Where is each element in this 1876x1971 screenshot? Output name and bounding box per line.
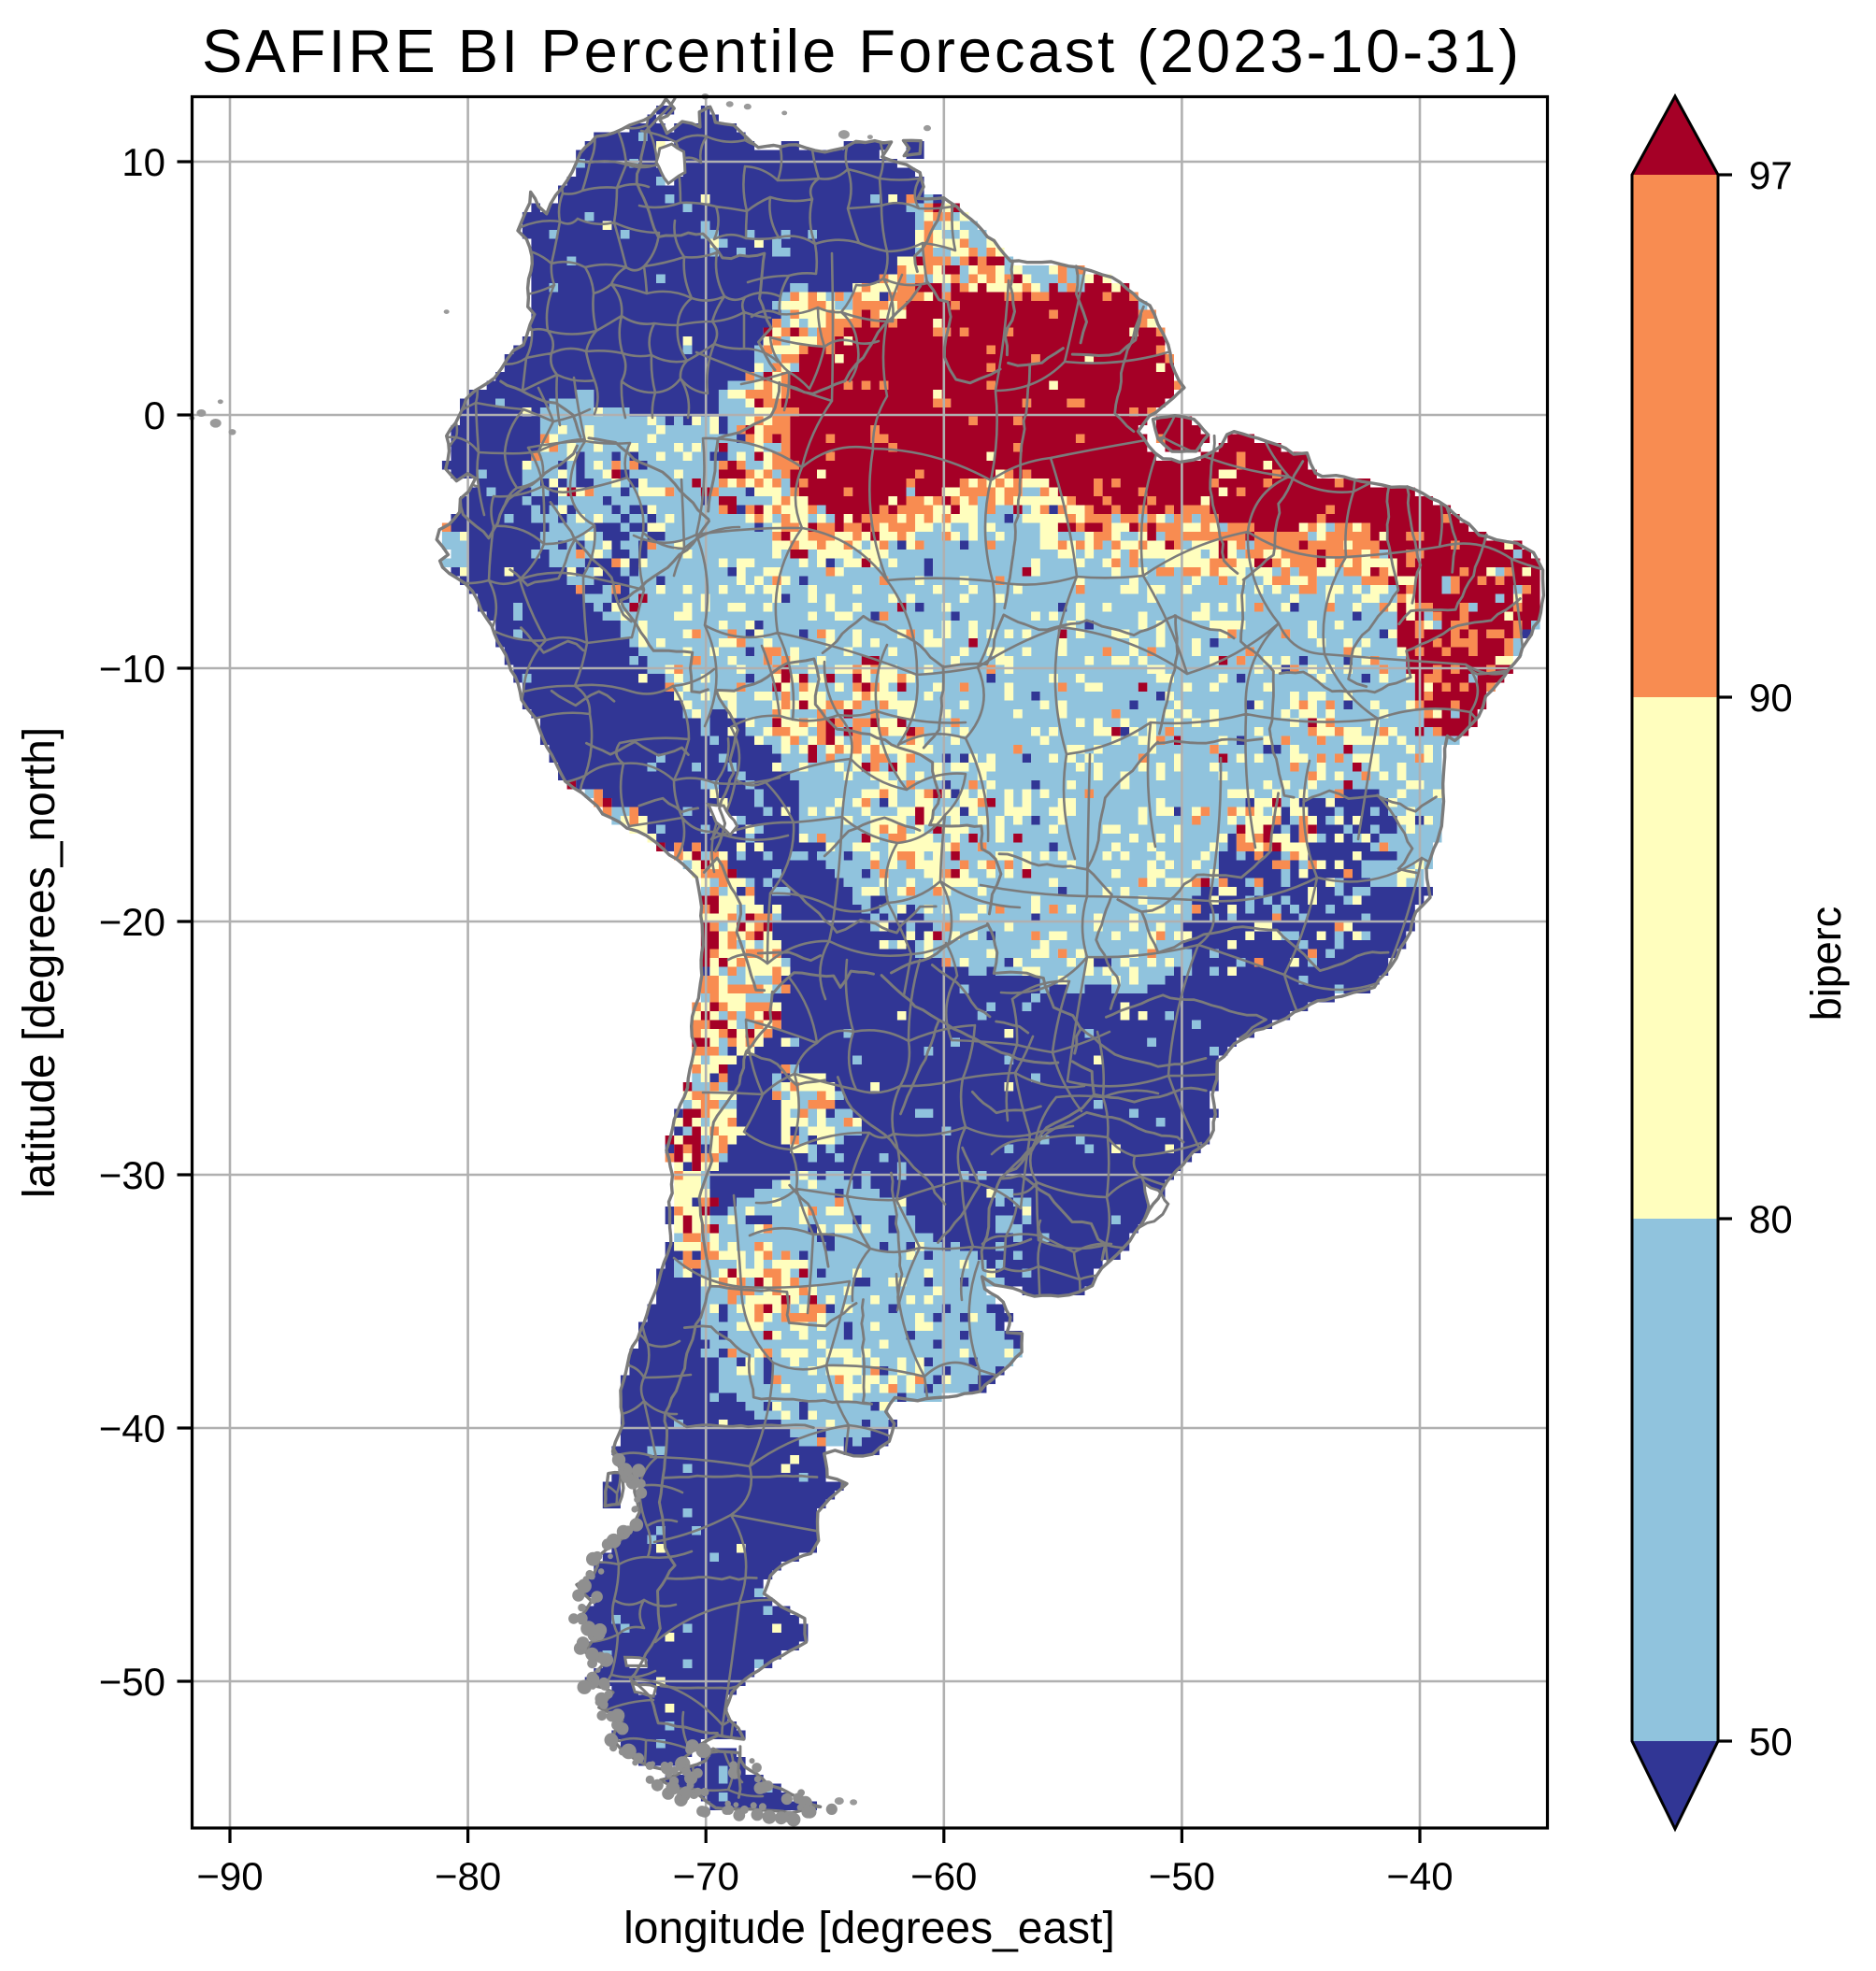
svg-text:−30: −30 xyxy=(99,1153,165,1197)
svg-text:−70: −70 xyxy=(673,1854,739,1898)
svg-text:90: 90 xyxy=(1749,676,1793,720)
svg-text:−90: −90 xyxy=(196,1854,263,1898)
svg-text:−40: −40 xyxy=(99,1407,165,1450)
svg-text:−40: −40 xyxy=(1386,1854,1453,1898)
svg-text:−10: −10 xyxy=(99,647,165,691)
svg-text:−50: −50 xyxy=(1149,1854,1215,1898)
svg-text:80: 80 xyxy=(1749,1197,1793,1241)
svg-text:0: 0 xyxy=(144,393,165,437)
svg-text:longitude [degrees_east]: longitude [degrees_east] xyxy=(623,1904,1115,1953)
svg-text:50: 50 xyxy=(1749,1720,1793,1764)
svg-text:−20: −20 xyxy=(99,900,165,944)
svg-text:latitude [degrees_north]: latitude [degrees_north] xyxy=(15,727,64,1198)
svg-text:−60: −60 xyxy=(910,1854,977,1898)
svg-text:SAFIRE BI Percentile Forecast: SAFIRE BI Percentile Forecast (2023-10-3… xyxy=(202,17,1522,85)
svg-text:−80: −80 xyxy=(435,1854,501,1898)
svg-text:97: 97 xyxy=(1749,153,1793,197)
svg-text:10: 10 xyxy=(122,140,165,184)
svg-text:biperc: biperc xyxy=(1802,907,1850,1021)
svg-text:−50: −50 xyxy=(99,1660,165,1704)
